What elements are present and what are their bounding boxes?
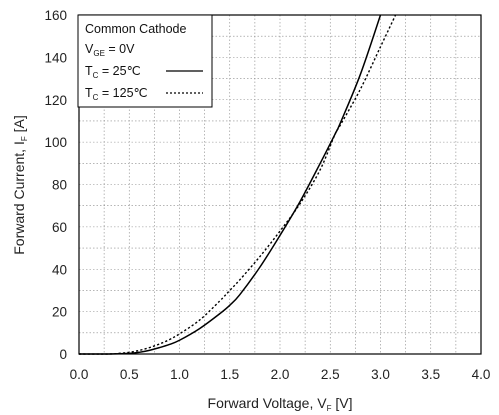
y-axis-label: Forward Current, IF [A]	[11, 115, 29, 255]
x-tick-label: 0.0	[70, 367, 89, 382]
y-tick-labels: 0 20 40 60 80 100 120 140 160	[44, 8, 67, 362]
x-tick-label: 0.5	[120, 367, 139, 382]
y-tick-label: 140	[44, 50, 67, 65]
x-axis-label: Forward Voltage, VF [V]	[208, 395, 353, 413]
legend-entry-125c: TC = 125℃	[85, 86, 148, 102]
series-lines	[78, 14, 397, 355]
x-tick-label: 3.0	[371, 367, 390, 382]
x-tick-label: 4.0	[472, 367, 491, 382]
y-tick-label: 20	[52, 305, 67, 320]
plot-frame	[78, 14, 482, 355]
x-tick-label: 3.5	[421, 367, 440, 382]
x-tick-label: 1.0	[170, 367, 189, 382]
x-tick-label: 2.5	[321, 367, 340, 382]
x-tick-labels: 0.0 0.5 1.0 1.5 2.0 2.5 3.0 3.5 4.0	[70, 367, 491, 382]
y-tick-label: 60	[52, 220, 67, 235]
legend-entry-25c: TC = 25℃	[85, 64, 141, 80]
y-tick-label: 0	[59, 347, 67, 362]
x-tick-label: 2.0	[271, 367, 290, 382]
series-125c-line	[78, 14, 397, 355]
legend-box	[77, 14, 213, 108]
legend: Common Cathode VGE = 0V TC = 25℃ TC = 12…	[77, 14, 213, 108]
y-tick-label: 100	[44, 135, 67, 150]
y-tick-label: 120	[44, 93, 67, 108]
legend-title: Common Cathode	[85, 22, 186, 36]
y-tick-label: 40	[52, 262, 67, 277]
x-tick-label: 1.5	[220, 367, 239, 382]
y-tick-label: 80	[52, 178, 67, 193]
series-25c-line	[78, 14, 382, 355]
y-tick-label: 160	[44, 8, 67, 23]
legend-condition: VGE = 0V	[85, 42, 135, 58]
